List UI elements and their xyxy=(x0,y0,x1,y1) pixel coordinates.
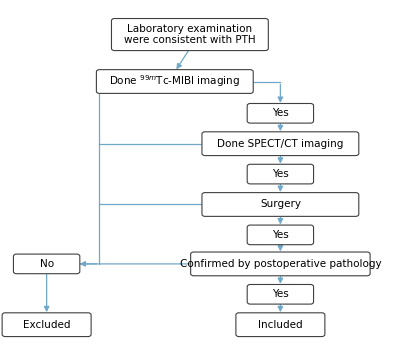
Text: Done SPECT/CT imaging: Done SPECT/CT imaging xyxy=(217,139,344,149)
FancyBboxPatch shape xyxy=(14,254,80,274)
FancyBboxPatch shape xyxy=(247,285,314,304)
Text: Confirmed by postoperative pathology: Confirmed by postoperative pathology xyxy=(180,259,381,269)
Text: No: No xyxy=(40,259,54,269)
Text: Laboratory examination
were consistent with PTH: Laboratory examination were consistent w… xyxy=(124,24,256,45)
Text: Yes: Yes xyxy=(272,108,289,118)
Text: Included: Included xyxy=(258,320,303,330)
FancyBboxPatch shape xyxy=(202,132,359,156)
FancyBboxPatch shape xyxy=(96,70,253,93)
Text: Surgery: Surgery xyxy=(260,199,301,210)
Text: Done $^{99m}$Tc-MIBI imaging: Done $^{99m}$Tc-MIBI imaging xyxy=(109,73,240,89)
FancyBboxPatch shape xyxy=(2,313,91,337)
FancyBboxPatch shape xyxy=(202,193,359,216)
Text: Excluded: Excluded xyxy=(23,320,70,330)
FancyBboxPatch shape xyxy=(191,252,370,276)
FancyBboxPatch shape xyxy=(236,313,325,337)
Text: Yes: Yes xyxy=(272,230,289,240)
FancyBboxPatch shape xyxy=(247,164,314,184)
FancyBboxPatch shape xyxy=(247,104,314,123)
Text: Yes: Yes xyxy=(272,289,289,299)
FancyBboxPatch shape xyxy=(112,18,268,51)
FancyBboxPatch shape xyxy=(247,225,314,245)
Text: Yes: Yes xyxy=(272,169,289,179)
